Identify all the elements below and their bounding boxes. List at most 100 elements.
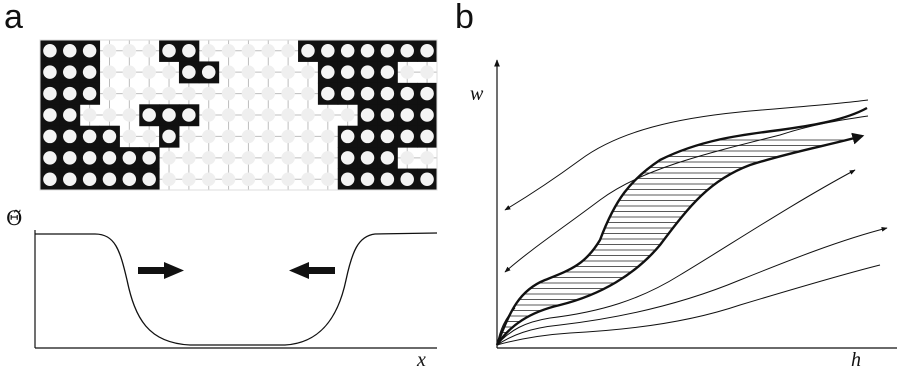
lattice-site-empty	[122, 43, 137, 58]
lattice-site-empty	[301, 65, 315, 79]
lattice-site-occupied	[380, 129, 395, 144]
lattice-site-empty	[122, 65, 137, 79]
lattice-site-occupied	[420, 43, 434, 58]
lattice-site-occupied	[420, 108, 434, 122]
lattice-site-empty	[241, 172, 256, 187]
profile-y-axis-label: Θ̃	[6, 206, 23, 230]
lattice-site-occupied	[82, 65, 97, 79]
lattice-site-occupied	[102, 172, 117, 187]
lattice-site-occupied	[360, 65, 375, 79]
lattice-site-occupied	[82, 86, 97, 101]
lattice-site-empty	[142, 129, 156, 144]
lattice-site-occupied	[340, 86, 355, 101]
lattice-site-empty	[142, 43, 156, 58]
lattice-site-empty	[221, 151, 236, 165]
lattice-site-empty	[340, 108, 355, 122]
lattice-site-occupied	[400, 86, 414, 101]
lattice-site-empty	[82, 108, 97, 122]
panel-letter-b: b	[455, 0, 474, 36]
lattice-site-empty	[182, 86, 196, 101]
lattice-site-occupied	[380, 65, 395, 79]
phase-diagram	[494, 59, 897, 349]
lattice-site-empty	[281, 108, 295, 122]
lattice-site-empty	[122, 129, 137, 144]
lattice-site-empty	[241, 151, 256, 165]
lattice-site-empty	[221, 129, 236, 144]
lattice-site-empty	[261, 151, 276, 165]
lattice-site-occupied	[420, 129, 434, 144]
lattice-site-empty	[241, 108, 256, 122]
lattice-site-empty	[241, 86, 256, 101]
lattice-site-empty	[261, 65, 276, 79]
lattice-site-empty	[122, 86, 137, 101]
phase-x-axis-label: h	[851, 349, 861, 371]
lattice-site-occupied	[182, 43, 196, 58]
lattice-site-empty	[301, 172, 315, 187]
lattice-site-occupied	[63, 172, 77, 187]
lattice-site-empty	[102, 65, 117, 79]
lattice-site-occupied	[340, 65, 355, 79]
lattice-site-empty	[102, 43, 117, 58]
trajectory-4	[496, 227, 888, 346]
lattice-site-occupied	[122, 172, 137, 187]
lattice-site-empty	[261, 172, 276, 187]
lattice-site-occupied	[63, 65, 77, 79]
lattice-site-occupied	[63, 108, 77, 122]
lattice-site-occupied	[63, 86, 77, 101]
lattice-site-occupied	[340, 172, 355, 187]
lattice-site-occupied	[340, 43, 355, 58]
lattice-site-occupied	[102, 129, 117, 144]
lattice-site-occupied	[321, 43, 335, 58]
lattice-site-occupied	[360, 43, 375, 58]
lattice-site-occupied	[201, 65, 216, 79]
lattice-site-empty	[261, 108, 276, 122]
lattice-site-empty	[420, 151, 434, 165]
lattice-site-empty	[102, 86, 117, 101]
lattice-site-occupied	[43, 151, 57, 165]
lattice-site-occupied	[43, 43, 57, 58]
lattice-site-occupied	[360, 86, 375, 101]
lattice-site-occupied	[182, 108, 196, 122]
lattice-site-empty	[201, 43, 216, 58]
lattice-site-occupied	[380, 86, 395, 101]
lattice-site-occupied	[360, 129, 375, 144]
panel-letter-a: a	[4, 0, 23, 36]
arrow-left-icon	[289, 262, 335, 279]
trajectory-5	[496, 264, 881, 346]
lattice-site-occupied	[400, 108, 414, 122]
lattice-site-empty	[261, 43, 276, 58]
lattice-site-occupied	[420, 86, 434, 101]
lattice-site-occupied	[82, 151, 97, 165]
lattice-site-empty	[162, 151, 176, 165]
hatched-region	[502, 139, 846, 333]
trajectory-6	[496, 307, 516, 346]
lattice-site-empty	[182, 151, 196, 165]
phase-y-axis-label: w	[470, 83, 484, 105]
lattice-site-occupied	[321, 86, 335, 101]
lattice-site-empty	[221, 43, 236, 58]
lattice-site-occupied	[340, 129, 355, 144]
lattice-site-empty	[301, 151, 315, 165]
band-upper-boundary	[495, 106, 868, 346]
lattice-site-occupied	[420, 172, 434, 187]
lattice-site-empty	[221, 108, 236, 122]
lattice-site-empty	[301, 108, 315, 122]
lattice-site-occupied	[380, 172, 395, 187]
lattice-site-occupied	[321, 65, 335, 79]
lattice-site-occupied	[380, 43, 395, 58]
lattice-site-empty	[162, 65, 176, 79]
profile-plot	[34, 230, 438, 349]
lattice-site-occupied	[43, 65, 57, 79]
lattice-site-empty	[321, 151, 335, 165]
lattice-site-occupied	[360, 172, 375, 187]
band-lower-boundary	[495, 132, 865, 346]
lattice-site-empty	[301, 129, 315, 144]
lattice-site-occupied	[360, 108, 375, 122]
lattice-site-occupied	[43, 129, 57, 144]
lattice-site-occupied	[82, 43, 97, 58]
lattice-site-occupied	[380, 108, 395, 122]
lattice-site-empty	[281, 129, 295, 144]
lattice-site-empty	[281, 65, 295, 79]
lattice-site-empty	[142, 65, 156, 79]
